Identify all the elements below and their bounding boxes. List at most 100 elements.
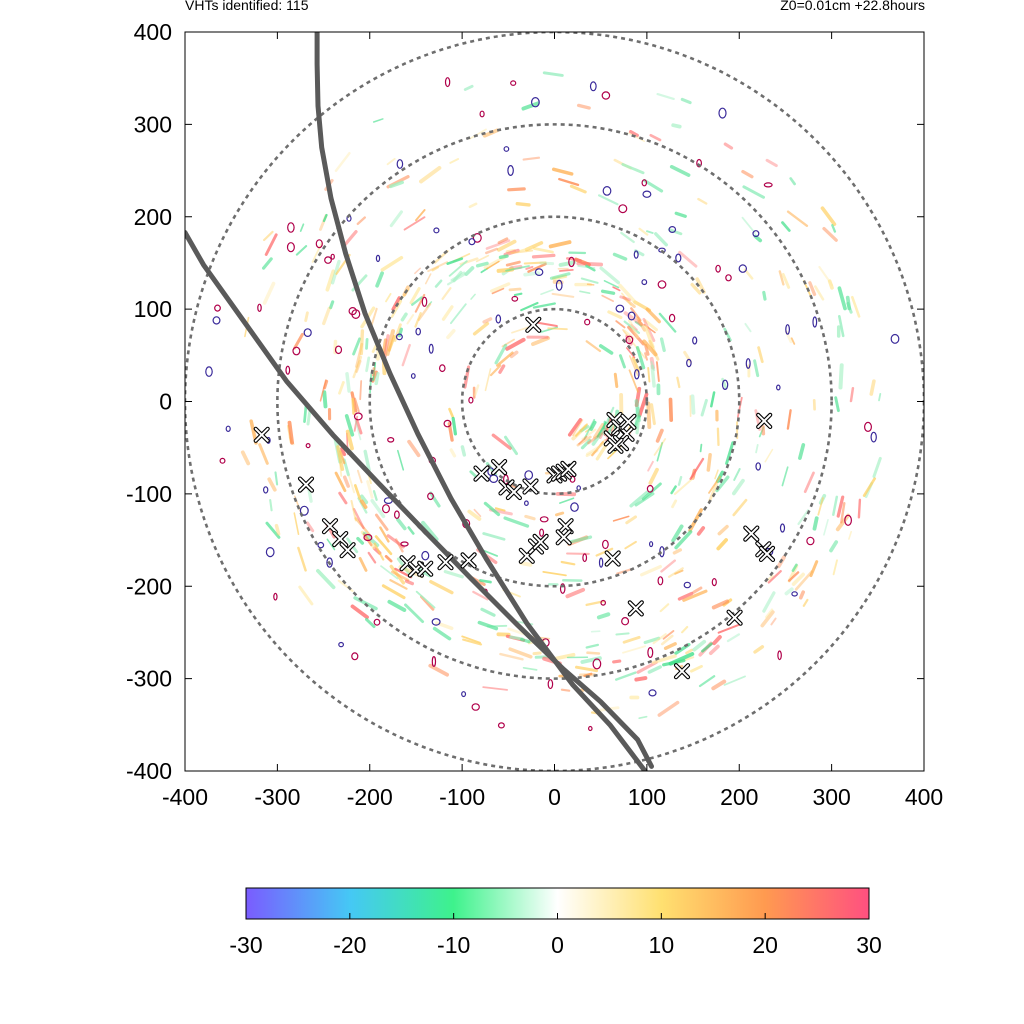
field-streak [370,498,386,519]
vht-contour [602,539,609,550]
field-streak [334,471,347,493]
field-streak [472,321,490,336]
field-streak [662,630,675,640]
field-streak [781,272,791,289]
vht-marker [627,600,644,617]
field-streak [240,450,251,466]
field-streak [468,202,478,209]
field-streak [297,546,307,572]
field-streak [583,672,593,678]
field-streak [334,151,351,173]
vht-contour [524,470,534,481]
field-streak [470,293,476,300]
vht-contour [503,146,510,152]
field-streak [714,469,719,480]
field-streak [351,397,355,415]
field-streak [429,580,454,595]
field-streak [659,603,670,613]
field-streak [625,515,637,525]
field-streak [390,300,403,318]
field-streak [797,509,810,526]
vht-contour [375,254,381,263]
field-streak [467,509,482,521]
vht-markers [253,316,776,680]
field-streak [813,285,825,301]
field-streak [293,332,304,350]
field-streak [837,286,847,311]
vht-contour [395,333,403,341]
field-streak [618,354,626,369]
vht-contour [539,516,549,523]
field-streak [366,480,374,499]
vht-marker [758,545,776,563]
y-tick-label: -400 [126,758,172,784]
vht-contour [618,204,628,214]
field-streak [560,688,571,692]
field-streak [812,516,819,531]
vht-contour [438,364,446,373]
field-streak [498,364,506,374]
field-streak [363,533,373,547]
field-streak [649,133,662,142]
field-streak [646,401,652,430]
vht-marker [532,533,549,551]
y-tick-label: 0 [159,389,172,415]
vht-contour [468,238,476,246]
field-streak [350,500,357,522]
field-streak [781,466,789,487]
field-streak [733,468,741,481]
vht-contour [683,581,692,589]
field-streak [627,325,645,346]
vht-contour [601,91,611,100]
field-streak [477,620,499,631]
field-streak [344,414,355,437]
vht-marker [505,483,523,501]
field-streak [753,234,763,243]
field-streak [486,260,500,270]
field-streak [599,266,620,285]
range-ring [276,123,833,680]
field-streak [589,420,597,431]
field-streak [817,497,824,516]
field-streak [521,101,540,111]
vht-contour [686,358,692,368]
field-streak [415,590,436,609]
field-streak [338,491,348,505]
field-streak [628,369,639,393]
field-streak [480,607,496,617]
field-streak [764,448,774,463]
vht-contour [394,510,400,520]
field-streak [380,565,399,580]
field-streak [644,343,650,356]
field-streak [648,467,659,485]
field-streak [820,206,837,227]
field-streak [419,165,442,184]
field-streak [523,261,547,265]
vht-contour [273,592,278,601]
vht-contour [299,505,309,516]
field-streak [716,538,728,551]
field-streak [753,359,760,378]
field-streak [832,559,838,576]
field-streak [628,132,646,142]
field-streak [567,535,593,544]
field-streak [624,540,637,550]
field-streak [677,475,683,486]
field-streak [829,540,839,553]
vht-contour [285,365,291,375]
field-streak [515,201,531,207]
field-streak [741,169,754,179]
field-streak [359,499,368,509]
field-streak [491,433,512,450]
axes: -400 -300 -200 -100 0 100 200 300 400 400 300 200 10… [126,19,943,810]
field-streak [618,283,638,305]
field-streak [391,570,410,582]
field-streak [838,363,844,390]
field-streak [630,323,638,331]
vht-marker [555,529,572,546]
field-streak [522,666,538,671]
colorbar-tick-label: 30 [856,932,882,958]
field-streak [494,343,508,365]
vht-contour [692,336,698,345]
field-streak [643,319,658,332]
